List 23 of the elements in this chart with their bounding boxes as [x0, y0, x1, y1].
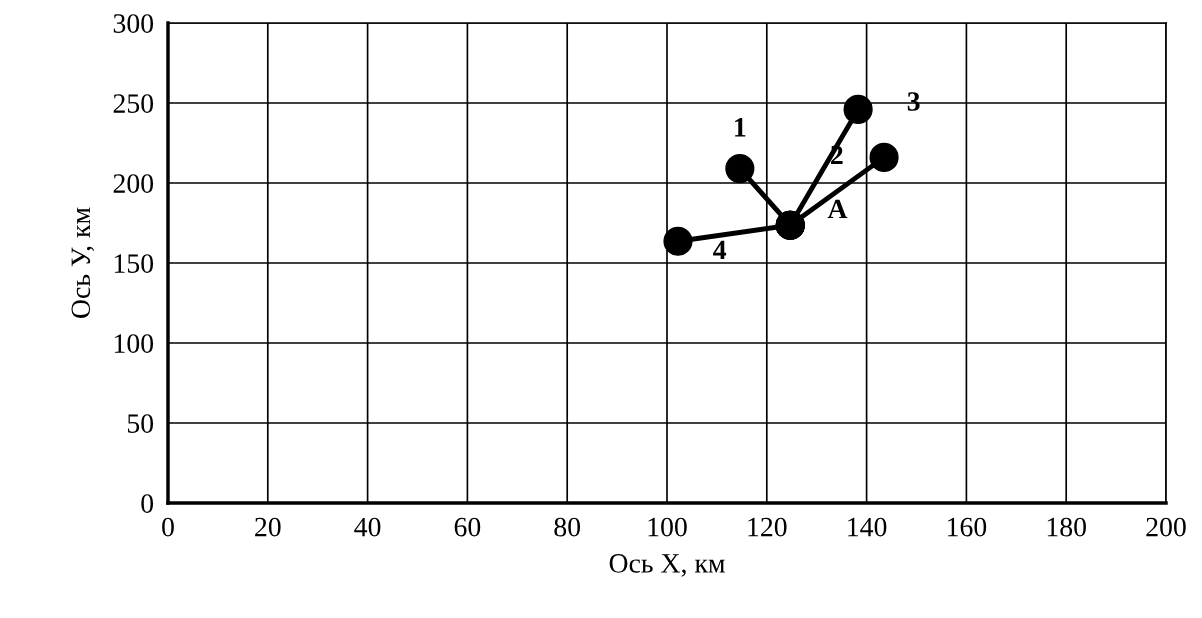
y-tick-label: 300 [113, 14, 154, 33]
y-axis-title: Ось У, км [71, 207, 95, 318]
annotation: A [827, 199, 848, 219]
x-tick-label: 180 [1047, 517, 1086, 537]
y-tick-label: 100 [114, 334, 154, 353]
annotation: 4 [713, 240, 727, 260]
x-tick-label: 40 [354, 517, 381, 537]
y-tick-label: 250 [113, 94, 154, 113]
x-tick-label: 100 [648, 517, 687, 537]
y-tick-label: 200 [113, 174, 154, 193]
y-tick-label: 50 [127, 414, 154, 433]
y-tick-label: 150 [114, 254, 154, 273]
x-tick-label: 200 [1146, 517, 1186, 537]
x-axis-title: Ось X, км [609, 554, 725, 577]
x-tick-label: 140 [848, 517, 887, 537]
x-tick-label: 0 [162, 517, 174, 537]
x-tick-label: 120 [748, 517, 787, 537]
x-tick-label: 80 [554, 517, 581, 537]
y-tick-label: 0 [141, 494, 154, 513]
x-tick-label: 160 [948, 517, 987, 537]
x-tick-label: 20 [255, 517, 281, 537]
x-tick-label: 60 [454, 517, 481, 537]
annotation: 1 [735, 118, 746, 137]
